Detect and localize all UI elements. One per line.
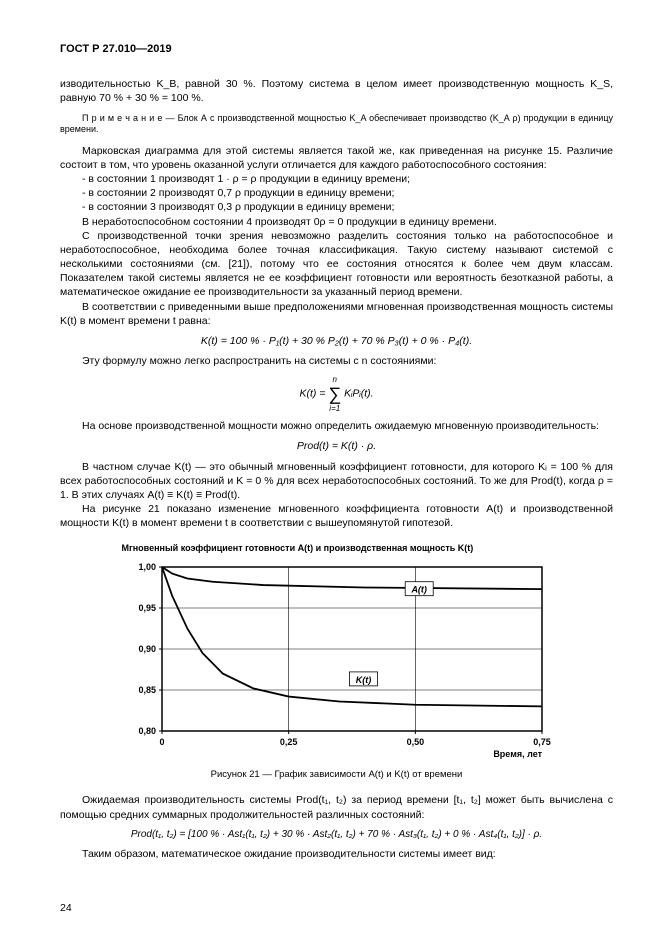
- paragraph: На основе производственной мощности можн…: [60, 419, 613, 433]
- svg-text:0,25: 0,25: [279, 737, 297, 747]
- paragraph: С производственной точки зрения невозмож…: [60, 229, 613, 300]
- sigma-icon: n∑i=1: [328, 374, 341, 413]
- svg-text:0,85: 0,85: [138, 685, 156, 695]
- paragraph: На рисунке 21 показано изменение мгновен…: [60, 502, 613, 530]
- list-item: - в состоянии 1 производят 1 · ρ = ρ про…: [60, 172, 613, 186]
- figure-caption: Рисунок 21 — График зависимости A(t) и K…: [60, 769, 613, 782]
- svg-text:0,95: 0,95: [138, 603, 156, 613]
- page-number: 24: [60, 901, 72, 915]
- document-page: ГОСТ Р 27.010—2019 изводительностью K_B,…: [0, 0, 661, 935]
- formula: Prod(t) = K(t) · ρ.: [60, 439, 613, 453]
- formula-left: K(t) =: [299, 388, 328, 400]
- formula-sum: K(t) = n∑i=1 KᵢPᵢ(t).: [60, 374, 613, 413]
- paragraph: В частном случае K(t) — это обычный мгно…: [60, 460, 613, 503]
- svg-text:0,50: 0,50: [406, 737, 424, 747]
- svg-text:Время, лет: Время, лет: [493, 749, 542, 759]
- chart-svg: 1,00 0,95 0,90 0,85 0,800 0,25 0,50 0,75 Время, …: [122, 559, 552, 759]
- paragraph: Таким образом, математическое ожидание п…: [60, 847, 613, 861]
- paragraph: Эту формулу можно легко распространить н…: [60, 354, 613, 368]
- svg-text:A(t): A(t): [410, 584, 427, 594]
- paragraph: Ожидаемая производительность системы Pro…: [60, 793, 613, 821]
- chart-container: Мгновенный коэффициент готовности A(t) и…: [122, 542, 552, 758]
- line-chart: 1,00 0,95 0,90 0,85 0,800 0,25 0,50 0,75 Время, …: [122, 559, 552, 759]
- paragraph-continuation: изводительностью K_B, равной 30 %. Поэто…: [60, 77, 613, 105]
- list-item: - в состоянии 2 производят 0,7 ρ продукц…: [60, 186, 613, 200]
- list-item: В неработоспособном состоянии 4 производ…: [60, 215, 613, 229]
- svg-text:0: 0: [159, 737, 164, 747]
- paragraph: Марковская диаграмма для этой системы яв…: [60, 144, 613, 172]
- list-item: - в состоянии 3 производят 0,3 ρ продукц…: [60, 200, 613, 214]
- formula: Prod(t₁, t₂) = [100 % · Ast₁(t₁, t₂) + 3…: [60, 828, 613, 842]
- doc-header: ГОСТ Р 27.010—2019: [60, 42, 613, 57]
- svg-text:0,90: 0,90: [138, 644, 156, 654]
- svg-text:0,75: 0,75: [533, 737, 551, 747]
- chart-title: Мгновенный коэффициент готовности A(t) и…: [122, 542, 552, 554]
- svg-text:K(t): K(t): [355, 675, 371, 685]
- svg-text:1,00: 1,00: [138, 562, 156, 572]
- svg-text:0,80: 0,80: [138, 726, 156, 736]
- formula-right: KᵢPᵢ(t).: [341, 388, 373, 400]
- formula: K(t) = 100 % · P₁(t) + 30 % P₂(t) + 70 %…: [60, 334, 613, 348]
- paragraph: В соответствии с приведенными выше предп…: [60, 300, 613, 328]
- note-text: П р и м е ч а н и е — Блок А с производс…: [60, 113, 613, 136]
